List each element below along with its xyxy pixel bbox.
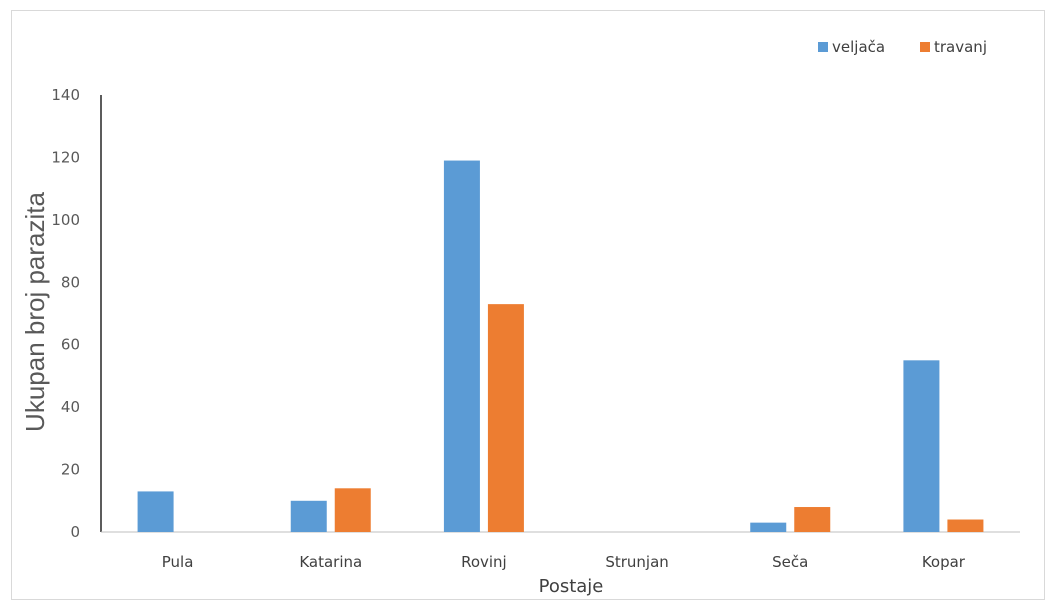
x-tick-labels: Pula Katarina Rovinj Strunjan Seča Kopar [162,553,966,571]
y-tick-label: 140 [51,86,80,104]
y-tick-labels: 0 20 40 60 80 100 120 140 [51,86,80,541]
bar-series-1 [290,500,327,532]
bar-series-2 [947,519,984,532]
y-tick-label: 120 [51,148,80,166]
legend-label: travanj [934,38,987,56]
x-tick-label: Pula [162,553,194,571]
y-tick-label: 20 [61,461,80,479]
bar-series-2 [487,304,524,532]
bar-series-1 [443,160,480,533]
y-tick-label: 60 [61,336,80,354]
x-tick-label: Katarina [299,553,362,571]
bar-series-2 [794,507,831,532]
bar-series-1 [903,360,940,532]
legend-swatch [818,42,828,52]
axes [100,95,1020,533]
legend: veljača travanj [818,38,987,56]
y-tick-label: 40 [61,398,80,416]
x-tick-label: Kopar [922,553,966,571]
bars [137,160,984,533]
y-axis-label: Ukupan broj parazita [20,192,50,432]
y-tick-label: 100 [51,211,80,229]
bar-series-1 [750,522,787,532]
x-axis-label: Postaje [539,576,604,597]
x-tick-label: Seča [772,553,808,571]
bar-series-1 [137,491,174,532]
chart-frame [11,10,1045,600]
x-tick-label: Strunjan [605,553,668,571]
legend-label: veljača [832,38,885,56]
y-tick-label: 80 [61,273,80,291]
x-tick-label: Rovinj [461,553,507,571]
legend-swatch [920,42,930,52]
bar-series-2 [334,488,371,532]
y-tick-label: 0 [70,523,80,541]
